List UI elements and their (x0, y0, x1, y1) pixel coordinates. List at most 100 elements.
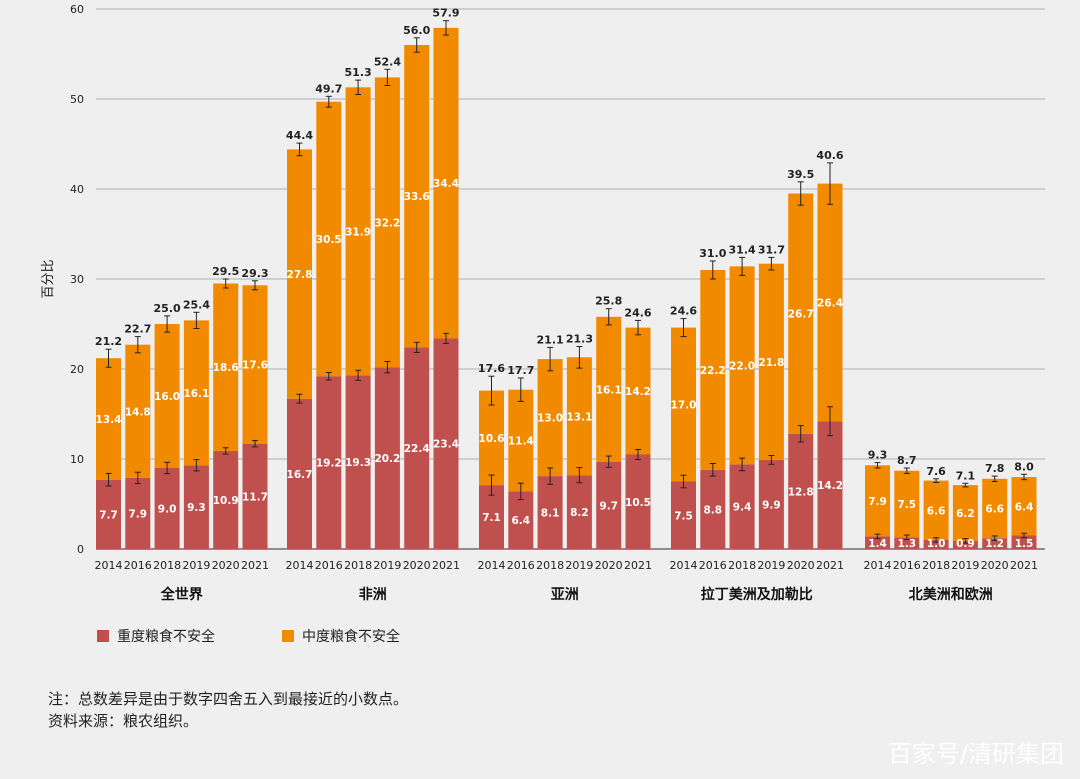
moderate-value-label: 34.4 (433, 178, 459, 190)
bar-moderate (213, 283, 239, 451)
bar-moderate (758, 263, 784, 460)
legend-swatch (97, 630, 109, 642)
severe-value-label: 1.0 (927, 538, 946, 550)
bar-severe (894, 537, 920, 549)
moderate-value-label: 26.4 (817, 297, 843, 309)
x-tick-label: 2020 (981, 559, 1009, 572)
bar-moderate (374, 77, 400, 368)
moderate-value-label: 14.8 (125, 406, 151, 418)
severe-value-label: 23.4 (433, 439, 459, 451)
bar-moderate (729, 266, 755, 465)
legend-swatch (282, 630, 294, 642)
x-tick-label: 2018 (344, 559, 372, 572)
severe-value-label: 12.8 (788, 486, 814, 498)
bar-severe (508, 491, 534, 549)
bar-severe (183, 465, 209, 549)
x-tick-label: 2016 (124, 559, 152, 572)
group-label: 非洲 (359, 586, 387, 603)
total-value-label: 7.1 (956, 469, 976, 482)
bar-severe (566, 475, 592, 549)
bar-severe (788, 433, 814, 549)
total-value-label: 51.3 (345, 66, 372, 79)
note-source: 资料来源：粮农组织。 (48, 712, 199, 730)
bar-severe (537, 476, 563, 549)
bar-severe (479, 485, 504, 549)
total-value-label: 57.9 (432, 7, 459, 20)
severe-value-label: 14.2 (817, 480, 843, 492)
severe-value-label: 19.2 (316, 458, 342, 470)
bar-severe (374, 367, 400, 549)
moderate-value-label: 7.9 (868, 496, 887, 508)
moderate-value-label: 17.0 (671, 400, 697, 412)
x-tick-label: 2014 (478, 559, 506, 572)
severe-value-label: 9.9 (762, 499, 781, 511)
moderate-value-label: 13.0 (537, 413, 563, 425)
total-value-label: 49.7 (315, 82, 342, 95)
bar-moderate (566, 357, 592, 476)
total-value-label: 31.0 (699, 247, 726, 260)
bar-severe (729, 464, 755, 549)
total-value-label: 40.6 (816, 149, 843, 162)
x-tick-label: 2019 (951, 559, 979, 572)
bar-moderate (242, 285, 268, 444)
total-value-label: 9.3 (868, 449, 888, 462)
bar-severe (952, 540, 978, 549)
y-tick-label: 50 (70, 93, 84, 106)
bar-moderate (1011, 477, 1037, 536)
bar-moderate (865, 465, 890, 537)
bar-severe (125, 477, 151, 549)
total-value-label: 29.3 (241, 267, 268, 280)
bar-moderate (537, 359, 563, 477)
total-value-label: 17.7 (507, 364, 534, 377)
bar-moderate (952, 485, 978, 541)
total-value-label: 39.5 (787, 168, 814, 181)
total-value-label: 44.4 (286, 129, 313, 142)
x-tick-label: 2021 (432, 559, 460, 572)
y-axis-label: 百分比 (41, 259, 56, 298)
bar-severe (758, 459, 784, 549)
x-tick-label: 2016 (699, 559, 727, 572)
bar-severe (96, 479, 121, 549)
x-tick-label: 2021 (816, 559, 844, 572)
total-value-label: 7.8 (985, 462, 1005, 475)
total-value-label: 7.6 (926, 465, 946, 478)
severe-value-label: 7.1 (482, 512, 501, 524)
x-tick-label: 2016 (893, 559, 921, 572)
x-tick-label: 2014 (670, 559, 698, 572)
bar-severe (817, 421, 843, 549)
moderate-value-label: 6.4 (1015, 501, 1034, 513)
bar-severe (404, 347, 430, 549)
total-value-label: 31.4 (729, 243, 756, 256)
severe-value-label: 8.8 (703, 504, 722, 516)
moderate-value-label: 16.1 (183, 388, 209, 400)
bar-severe (1011, 535, 1037, 549)
x-tick-label: 2016 (507, 559, 535, 572)
y-tick-label: 10 (70, 453, 84, 466)
moderate-value-label: 6.6 (985, 504, 1004, 516)
severe-value-label: 9.0 (158, 504, 177, 516)
severe-value-label: 7.9 (128, 508, 147, 520)
bar-moderate (404, 45, 430, 348)
x-tick-label: 2018 (536, 559, 564, 572)
bar-severe (700, 469, 726, 549)
x-tick-label: 2019 (373, 559, 401, 572)
y-tick-label: 0 (77, 543, 84, 556)
moderate-value-label: 22.2 (700, 365, 726, 377)
severe-value-label: 22.4 (404, 443, 430, 455)
moderate-value-label: 17.6 (242, 360, 268, 372)
bar-moderate (154, 324, 180, 468)
x-tick-label: 2019 (757, 559, 785, 572)
bar-moderate (596, 316, 622, 462)
moderate-value-label: 16.0 (154, 391, 180, 403)
moderate-value-label: 21.8 (758, 357, 784, 369)
bar-severe (154, 468, 180, 549)
moderate-value-label: 33.6 (404, 191, 430, 203)
x-tick-label: 2021 (1010, 559, 1038, 572)
bar-severe (316, 376, 342, 549)
bar-moderate (700, 270, 726, 470)
bar-severe (671, 481, 696, 549)
moderate-value-label: 13.1 (566, 411, 592, 423)
x-tick-label: 2018 (153, 559, 181, 572)
severe-value-label: 9.7 (599, 500, 618, 512)
severe-value-label: 19.3 (345, 457, 371, 469)
